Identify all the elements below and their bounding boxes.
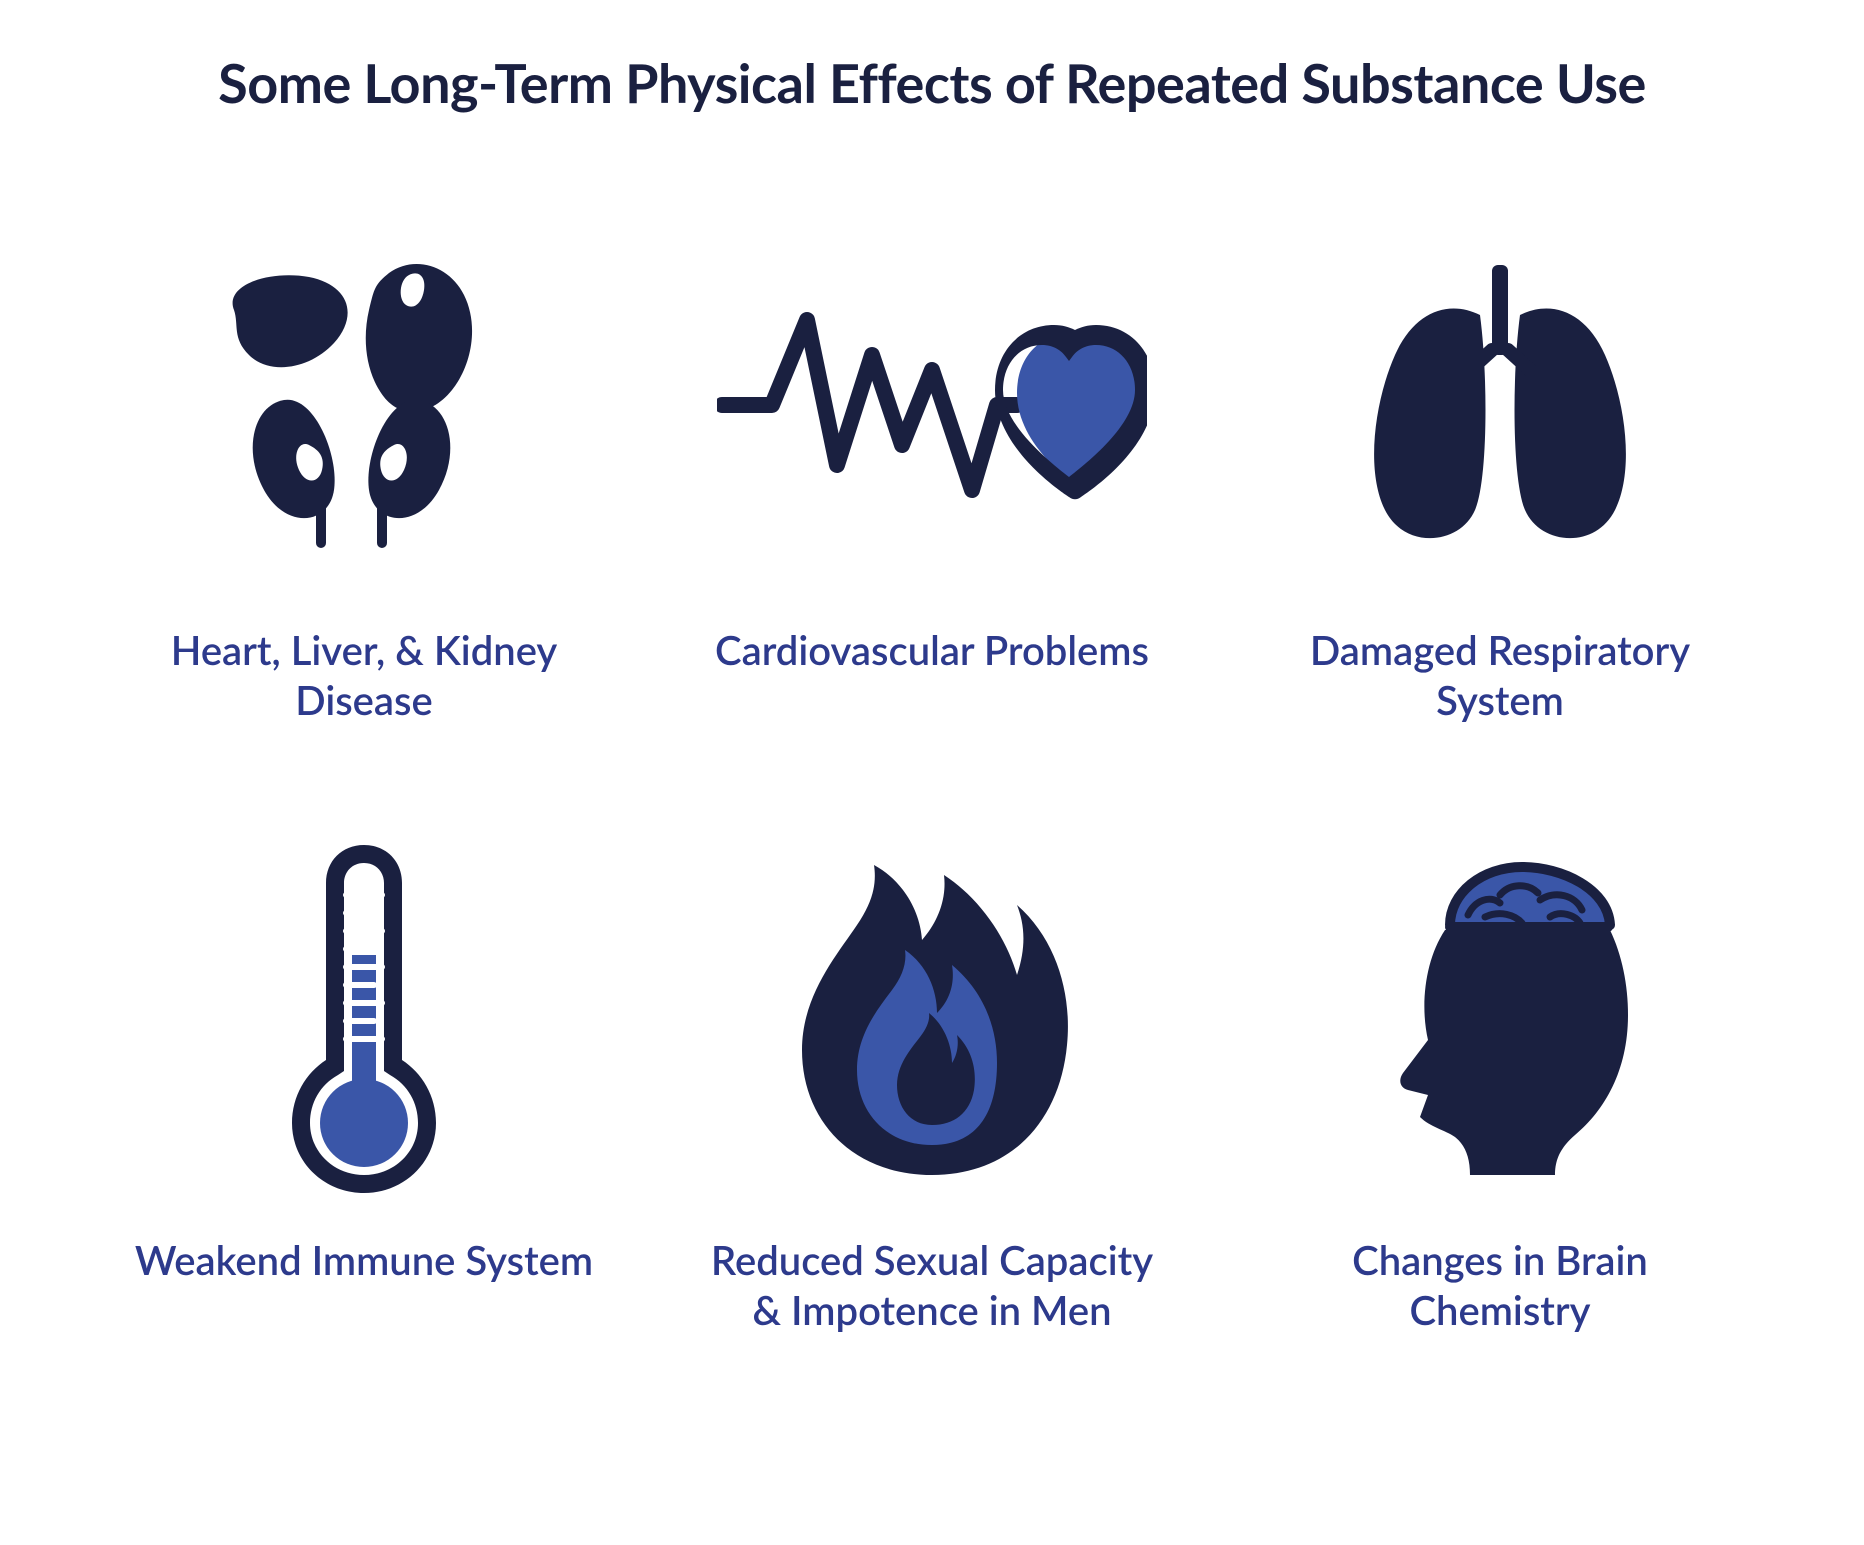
ecg-heart-icon [717, 235, 1147, 575]
effect-organs: Heart, Liver, & Kidney Disease [100, 235, 628, 725]
effect-label: Damaged Respiratory System [1270, 625, 1730, 725]
organs-icon [214, 235, 514, 575]
effect-respiratory: Damaged Respiratory System [1236, 235, 1764, 725]
effect-immune: Weakend Immune System [100, 845, 628, 1335]
page-title: Some Long-Term Physical Effects of Repea… [60, 50, 1804, 115]
effect-brain: Changes in Brain Chemistry [1236, 845, 1764, 1335]
effect-label: Weakend Immune System [135, 1235, 593, 1285]
effect-label: Changes in Brain Chemistry [1270, 1235, 1730, 1335]
effect-label: Cardiovascular Problems [715, 625, 1149, 675]
effect-sexual: Reduced Sexual Capacity & Impotence in M… [668, 845, 1196, 1335]
thermometer-icon [264, 845, 464, 1185]
head-brain-icon [1350, 845, 1650, 1185]
lungs-icon [1340, 235, 1660, 575]
effect-label: Reduced Sexual Capacity & Impotence in M… [702, 1235, 1162, 1335]
flame-icon [782, 845, 1082, 1185]
effects-grid: Heart, Liver, & Kidney Disease Cardiovas… [60, 235, 1804, 1335]
effect-cardiovascular: Cardiovascular Problems [668, 235, 1196, 725]
effect-label: Heart, Liver, & Kidney Disease [134, 625, 594, 725]
